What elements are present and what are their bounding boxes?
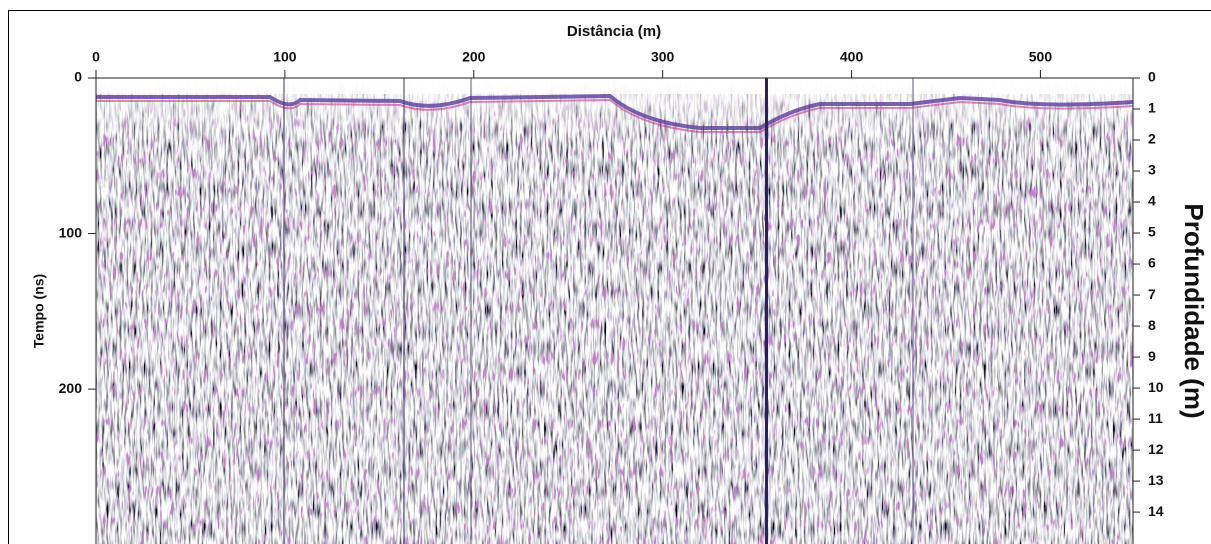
x-tick-label: 500 bbox=[1029, 49, 1053, 65]
x-tick-label: 200 bbox=[462, 49, 486, 65]
y2-tick-label: 4 bbox=[1148, 193, 1156, 209]
y-tick-label: 200 bbox=[59, 380, 83, 396]
y2-tick-label: 14 bbox=[1148, 503, 1164, 519]
trace-line bbox=[912, 78, 914, 544]
y2-tick-label: 8 bbox=[1148, 317, 1156, 333]
y2-tick-label: 3 bbox=[1148, 162, 1156, 178]
y-axis-label: Tempo (ns) bbox=[31, 274, 47, 348]
x-tick-label: 0 bbox=[92, 49, 100, 65]
y2-tick-label: 11 bbox=[1148, 410, 1163, 426]
trace-line bbox=[765, 78, 768, 544]
trace-line bbox=[283, 78, 285, 544]
x-axis-label: Distância (m) bbox=[567, 23, 661, 40]
y2-tick-label: 9 bbox=[1148, 348, 1156, 364]
y2-tick-label: 12 bbox=[1148, 441, 1164, 457]
y2-tick-label: 6 bbox=[1148, 255, 1156, 271]
y2-axis-label: Profundidade (m) bbox=[1179, 203, 1209, 418]
y-tick-label: 0 bbox=[74, 69, 82, 85]
trace-line bbox=[470, 78, 472, 544]
noise-texture bbox=[96, 78, 1133, 544]
y-tick-label: 100 bbox=[59, 224, 83, 240]
frame bbox=[8, 10, 1211, 544]
y2-tick-label: 10 bbox=[1148, 379, 1164, 395]
air-band bbox=[96, 78, 1133, 94]
y2-tick-label: 13 bbox=[1148, 472, 1164, 488]
y2-tick-label: 2 bbox=[1148, 131, 1156, 147]
radargram-image bbox=[96, 78, 1134, 544]
x-tick-label: 300 bbox=[651, 49, 675, 65]
reflector bbox=[96, 93, 1134, 130]
reflector bbox=[96, 98, 1134, 133]
x-tick-label: 100 bbox=[273, 49, 297, 65]
y2-tick-label: 5 bbox=[1148, 224, 1156, 240]
y2-tick-label: 7 bbox=[1148, 286, 1156, 302]
y2-tick-label: 1 bbox=[1148, 100, 1156, 116]
y2-tick-label: 0 bbox=[1148, 69, 1156, 85]
trace-line bbox=[403, 78, 405, 544]
x-tick-label: 400 bbox=[840, 49, 864, 65]
